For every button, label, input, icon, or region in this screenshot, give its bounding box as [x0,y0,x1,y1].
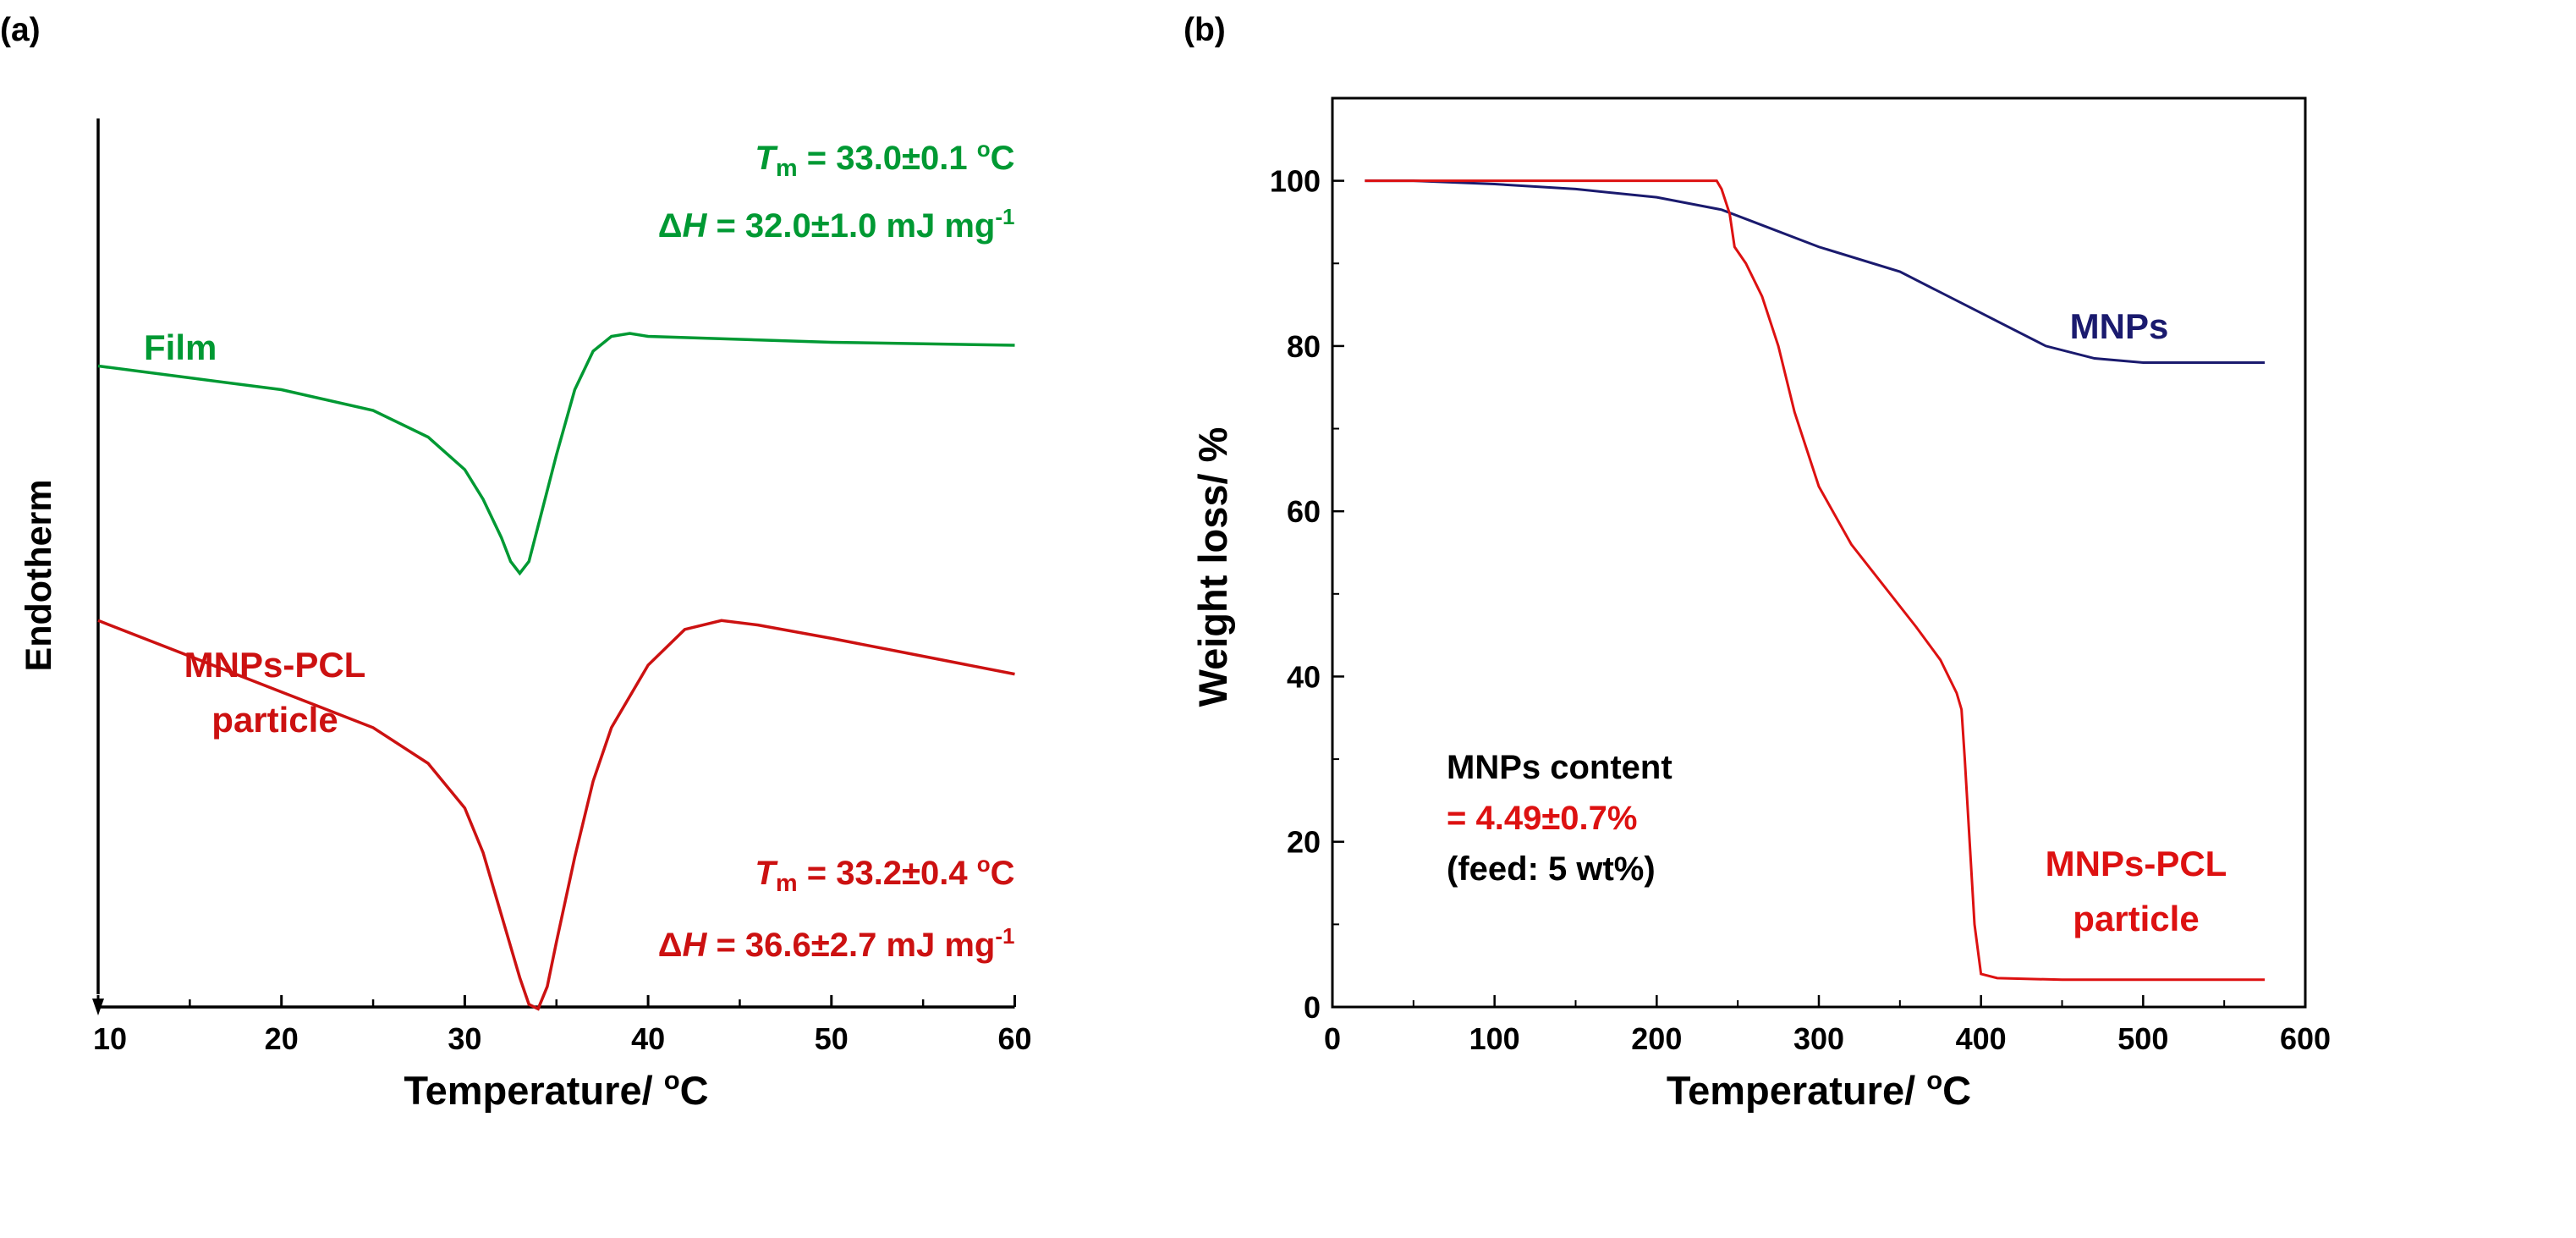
film-series-label: Film [144,327,217,367]
y-tick-label: 20 [1287,825,1321,860]
content-title: MNPs content [1447,749,1672,786]
mnps-series-label: MNPs [2070,306,2169,346]
panel-a-film-line [97,332,1015,576]
y-tick-label: 80 [1287,329,1321,364]
x-tick-label: 400 [1956,1021,2007,1056]
panel-b: (b) 0 100 200 300 400 500 600 0 20 40 60 80 100 Weig… [1184,12,2331,1113]
particle-b-label-line1: MNPs-PCL [2046,844,2227,883]
x-tick-label: 10 [93,1021,127,1056]
particle-series-label-line2: particle [211,700,338,740]
film-dh-annotation: ΔH = 32.0±1.0 mJ mg-1 [658,204,1015,245]
panel-a-y-label: Endotherm [19,480,59,672]
panel-a-x-ticks: 10 20 30 40 50 60 [93,995,1032,1056]
x-tick-label: 500 [2117,1021,2168,1056]
panel-b-y-label: Weight loss/ % [1190,427,1235,707]
particle-b-label-line2: particle [2073,899,2199,938]
panel-b-mnps-line [1365,179,2266,364]
x-tick-label: 100 [1469,1021,1520,1056]
particle-series-label-line1: MNPs-PCL [184,645,366,685]
x-tick-label: 20 [265,1021,299,1056]
y-tick-label: 60 [1287,494,1321,529]
y-tick-label: 0 [1304,990,1321,1025]
panel-a-label: (a) [0,12,41,48]
x-tick-label: 600 [2280,1021,2331,1056]
content-feed: (feed: 5 wt%) [1447,850,1656,888]
panel-a-x-label: Temperature/ oC [404,1065,708,1113]
x-tick-label: 0 [1324,1021,1341,1056]
panel-a-particle-line [97,619,1015,1011]
panel-b-label: (b) [1184,12,1226,48]
y-tick-label: 40 [1287,659,1321,694]
content-value: = 4.49±0.7% [1447,800,1637,837]
film-tm-annotation: Tm = 33.0±0.1 oC [755,136,1014,182]
y-tick-label: 100 [1270,164,1321,199]
x-tick-label: 300 [1793,1021,1844,1056]
panel-b-particle-line [1365,179,2266,982]
particle-tm-annotation: Tm = 33.2±0.4 oC [755,851,1014,897]
x-tick-label: 40 [631,1021,665,1056]
particle-dh-annotation: ΔH = 36.6±2.7 mJ mg-1 [658,923,1015,964]
x-tick-label: 200 [1631,1021,1682,1056]
panel-b-x-label: Temperature/ oC [1667,1065,1971,1113]
x-tick-label: 50 [815,1021,849,1056]
panel-a: (a) 10 20 30 40 50 60 Endotherm Temperature/ … [0,12,1032,1113]
x-tick-label: 60 [997,1021,1031,1056]
panel-b-ticks: 0 100 200 300 400 500 600 0 20 40 60 80 100 [1270,164,2331,1056]
x-tick-label: 30 [448,1021,481,1056]
